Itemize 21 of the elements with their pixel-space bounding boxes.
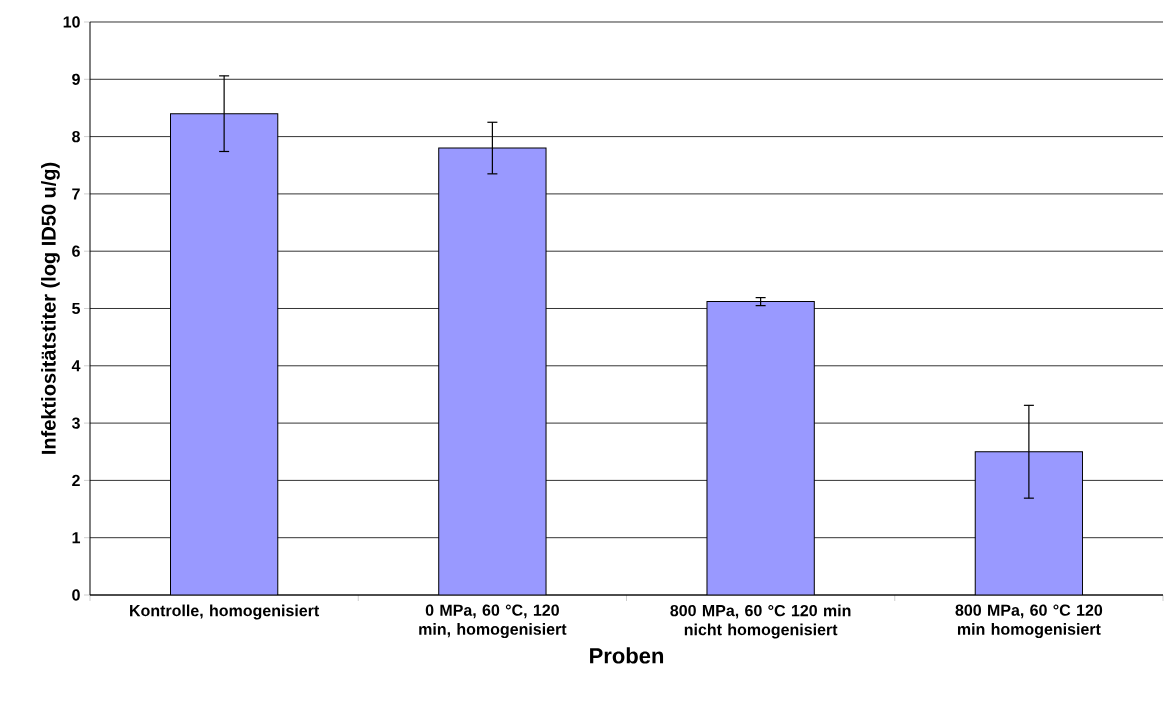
x-axis-title: Proben bbox=[590, 647, 664, 664]
y-tick-label: 10 bbox=[63, 16, 80, 28]
x-tick-label: 800 MPa, 60 °C 120 min nicht homogenisiert bbox=[670, 604, 851, 639]
x-tick-label: Kontrolle, homogenisiert bbox=[130, 604, 320, 620]
y-tick-label: 2 bbox=[72, 474, 80, 486]
bar bbox=[169, 113, 279, 595]
y-tick-label: 8 bbox=[72, 130, 80, 143]
bar bbox=[974, 451, 1084, 595]
y-tick-label: 4 bbox=[71, 360, 81, 372]
bar bbox=[706, 301, 815, 595]
y-tick-label: 0 bbox=[72, 589, 80, 601]
y-axis-title: Infektiositätstiter (log ID50 u/g) bbox=[41, 162, 60, 454]
y-tick-label: 3 bbox=[71, 417, 80, 429]
y-tick-label: 5 bbox=[72, 302, 81, 315]
y-tick-label: 9 bbox=[72, 73, 80, 85]
bar bbox=[438, 147, 547, 595]
x-tick-label: 0 MPa, 60 °C, 120 min, homogenisiert bbox=[419, 604, 567, 639]
x-tick-label: 800 MPa, 60 °C 120 min homogenisiert bbox=[955, 604, 1103, 639]
y-tick-label: 1 bbox=[72, 532, 81, 544]
y-tick-label: 7 bbox=[72, 188, 80, 200]
y-tick-label: 6 bbox=[72, 245, 80, 257]
